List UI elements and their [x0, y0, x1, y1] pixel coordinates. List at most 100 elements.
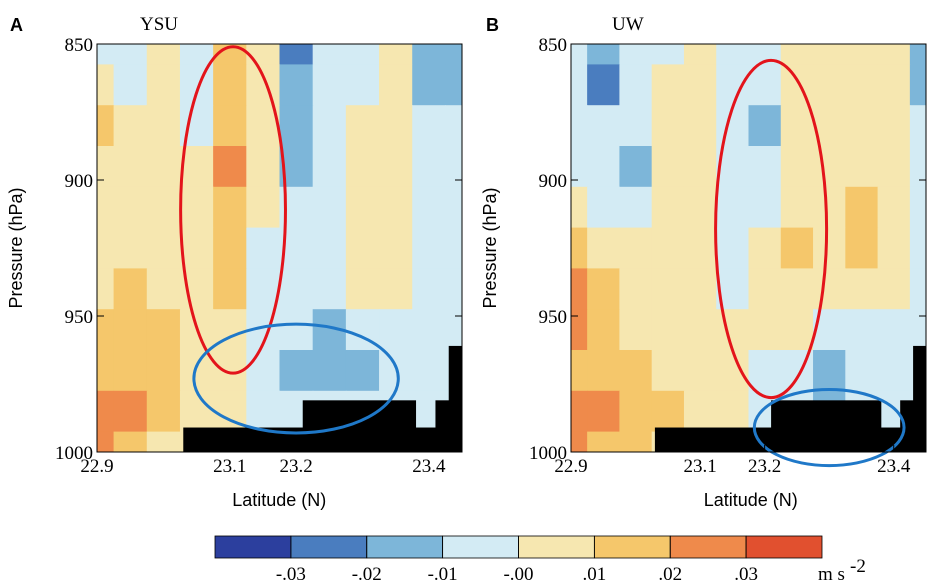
terrain [302, 400, 417, 452]
field-cell [683, 268, 717, 310]
field-cell [909, 227, 926, 269]
colorbar-swatch [518, 535, 595, 559]
field-cell [716, 309, 750, 351]
field-cell [780, 309, 814, 351]
field-cell [619, 431, 653, 452]
field-cell [877, 309, 911, 351]
field-cell [279, 105, 314, 147]
field-cell [813, 350, 846, 392]
colorbar-swatch [745, 535, 823, 559]
colorbar-label: -.01 [428, 564, 458, 585]
field-cell [571, 227, 588, 269]
field-cell [587, 390, 621, 433]
field-cell [651, 227, 685, 269]
field-cell [113, 146, 148, 188]
x-tick-label: 23.2 [279, 456, 312, 477]
x-axis-label: Latitude (N) [704, 490, 798, 510]
x-axis-label: Latitude (N) [232, 490, 326, 510]
field-cell [683, 186, 717, 229]
field-cell [716, 186, 750, 229]
field-cell [748, 227, 782, 269]
field [571, 44, 926, 452]
field-cell [345, 105, 380, 147]
field-cell [179, 186, 214, 229]
field-cell [587, 431, 621, 452]
field-cell [909, 64, 926, 106]
field-cell [146, 64, 181, 106]
field-cell [146, 186, 181, 229]
field-cell [683, 390, 717, 433]
field-cell [213, 105, 247, 147]
field-cell [379, 146, 413, 188]
field-cell [748, 105, 782, 147]
field-cell [179, 227, 214, 269]
field-cell [571, 44, 588, 66]
field-cell [279, 268, 314, 310]
field-cell [813, 146, 846, 188]
field [97, 44, 462, 452]
field-cell [651, 146, 685, 188]
field-cell [345, 268, 380, 310]
field-cell [146, 268, 181, 310]
field-cell [213, 64, 247, 106]
field-cell [571, 309, 588, 351]
field-cell [909, 105, 926, 147]
field-cell [813, 227, 846, 269]
field-cell [213, 227, 247, 269]
colorbar-label: -.03 [276, 564, 306, 585]
field-cell [845, 268, 879, 310]
terrain [913, 345, 926, 452]
field-cell [780, 64, 814, 106]
y-tick-label: 900 [65, 171, 94, 192]
highlight-ellipse [752, 387, 906, 468]
field-cell [312, 350, 347, 392]
field-cell [683, 227, 717, 269]
colorbar-swatch [442, 535, 519, 559]
field-cell [345, 146, 380, 188]
field-cell [412, 268, 447, 310]
y-tick-label: 850 [65, 35, 94, 56]
field-cell [445, 309, 462, 351]
field-cell [113, 268, 148, 310]
field-cell [113, 431, 148, 452]
field-cell [683, 44, 717, 66]
highlight-ellipse [714, 58, 829, 400]
colorbar-label: .02 [658, 564, 682, 585]
field-cell [445, 105, 462, 147]
field-cell [412, 64, 447, 106]
field-cell [146, 309, 181, 351]
panel-label: B [486, 15, 499, 35]
field-cell [877, 146, 911, 188]
field-cell [587, 105, 621, 147]
field-cell [619, 309, 653, 351]
panel-title: YSU [140, 14, 178, 35]
field-cell [909, 309, 926, 351]
x-tick-label: 23.1 [683, 456, 716, 477]
field-cell [716, 105, 750, 147]
field-cell [97, 186, 115, 229]
field-cell [97, 64, 115, 106]
field-cell [246, 64, 281, 106]
field-cell [651, 186, 685, 229]
x-tick-label: 23.2 [748, 456, 781, 477]
field-cell [587, 64, 621, 106]
field-cell [146, 227, 181, 269]
field-cell [845, 64, 879, 106]
field-cell [97, 431, 115, 452]
field-cell [780, 146, 814, 188]
field-cell [113, 390, 148, 433]
field-cell [716, 44, 750, 66]
field-cell [587, 268, 621, 310]
field-cell [146, 146, 181, 188]
field-cell [146, 44, 181, 66]
field-cell [146, 390, 181, 433]
field-cell [571, 146, 588, 188]
field-cell [845, 105, 879, 147]
field-cell [312, 227, 347, 269]
field-cell [571, 350, 588, 392]
field-cell [571, 431, 588, 452]
field-cell [813, 64, 846, 106]
colorbar-label: .01 [583, 564, 607, 585]
field-cell [748, 186, 782, 229]
field-cell [780, 268, 814, 310]
